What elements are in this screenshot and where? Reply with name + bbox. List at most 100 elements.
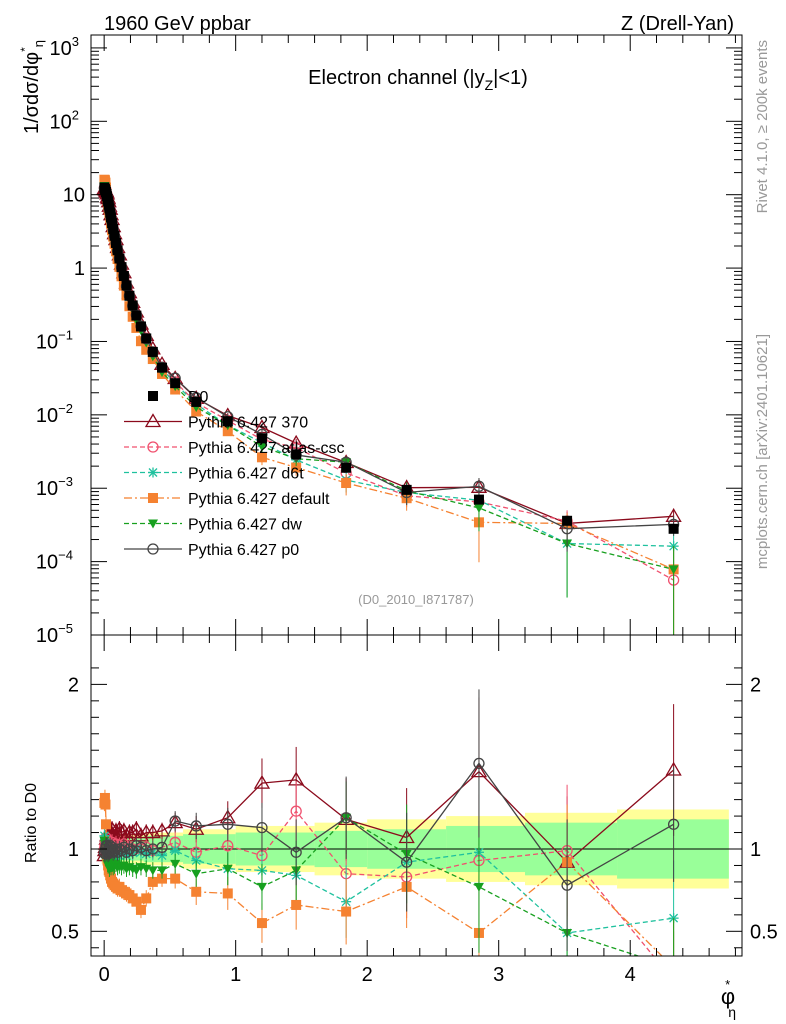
legend: D0 Pythia 6.427 370 Pythia 6.427 atlas-csc… — [124, 389, 345, 559]
upper-ytick-label: 103 — [50, 34, 79, 60]
ratio-point — [147, 876, 158, 887]
legend-entry-p370: Pythia 6.427 370 — [124, 413, 308, 432]
d0-point — [341, 462, 352, 473]
ratio-point — [256, 821, 268, 834]
ratio-point — [561, 879, 573, 891]
ratio-point — [473, 757, 485, 770]
ratio-point — [669, 963, 679, 973]
upper-series-atlas — [98, 181, 680, 635]
ratio-point — [131, 866, 142, 876]
legend-marker-def — [148, 493, 158, 503]
d0-point — [109, 230, 120, 241]
legend-entry-atlas: Pythia 6.427 atlas-csc — [124, 440, 345, 457]
legend-label-p0: Pythia 6.427 p0 — [188, 542, 299, 559]
legend-entry-d6t: Pythia 6.427 d6t — [124, 466, 304, 483]
d0-point — [110, 237, 121, 248]
upper-ylabel: 1/σdσ/dφ*η — [18, 40, 46, 134]
upper-series-p0 — [98, 182, 680, 552]
ratio-point — [669, 976, 679, 986]
ratio-point — [156, 841, 168, 854]
x-tick-label: 3 — [493, 964, 504, 986]
legend-marker-p0 — [147, 543, 159, 555]
d0-point — [147, 346, 158, 357]
legend-entry-p0: Pythia 6.427 p0 — [124, 542, 299, 559]
legend-marker-p370 — [144, 413, 162, 428]
d0-point — [256, 433, 267, 444]
upper-point — [473, 480, 485, 492]
ratio-point — [153, 822, 171, 837]
upper-point — [222, 426, 233, 437]
x-tick-label: 4 — [625, 964, 636, 986]
ratio-point — [131, 896, 142, 907]
legend-label-d0: D0 — [188, 389, 209, 406]
header-left: 1960 GeV ppbar — [104, 13, 251, 35]
legend-label-d6t: Pythia 6.427 d6t — [188, 466, 304, 483]
ratio-point — [191, 886, 202, 897]
ratio-series-d6t — [99, 778, 679, 956]
lower-ytick-label-right: 2 — [750, 674, 761, 696]
ratio-point — [290, 805, 302, 817]
ratio-point — [253, 774, 271, 789]
ratio-point — [667, 818, 680, 830]
x-tick-label: 2 — [362, 964, 373, 986]
upper-point — [341, 478, 352, 489]
legend-marker-atlas — [147, 441, 159, 453]
upper-line-dw — [103, 185, 674, 571]
legend-marker-d0 — [148, 391, 158, 401]
ratio-point — [169, 815, 181, 827]
upper-panel: 10−5 10−4 10−3 10−2 10−1 1 10 102 103 Electron c… — [18, 34, 743, 647]
ratio-point — [100, 819, 111, 830]
upper-point — [135, 336, 146, 347]
ratio-point — [290, 846, 302, 858]
ratio-point — [222, 818, 234, 830]
upper-title: Electron channel (|yZ|<1) — [308, 67, 528, 93]
d0-point — [107, 218, 118, 229]
d0-point — [112, 245, 123, 256]
ratio-point — [400, 856, 413, 868]
legend-entry-d0: D0 — [148, 389, 209, 406]
d0-point — [473, 494, 484, 505]
legend-entry-def: Pythia 6.427 default — [124, 491, 330, 508]
upper-ytick-label: 102 — [50, 107, 79, 133]
d0-point — [127, 300, 138, 311]
legend-label-dw: Pythia 6.427 dw — [188, 517, 302, 534]
ratio-point — [140, 844, 152, 857]
ratio-point — [135, 904, 146, 915]
upper-ytick-label: 10−2 — [36, 401, 73, 427]
ratio-point — [157, 866, 168, 876]
d0-point — [562, 515, 573, 526]
upper-series-dw — [99, 182, 679, 635]
d0-point — [118, 270, 129, 281]
ratio-point — [170, 873, 181, 884]
upper-point — [256, 442, 267, 452]
d0-point — [401, 484, 412, 495]
ratio-point — [144, 824, 161, 839]
d0-point — [141, 333, 152, 344]
ratio-point — [669, 964, 679, 973]
lower-frame — [90, 634, 743, 957]
legend-marker-d6t — [148, 467, 158, 478]
ratio-point — [190, 820, 202, 832]
legend-label-p370: Pythia 6.427 370 — [188, 415, 308, 432]
lower-ytick-label: 1 — [68, 839, 79, 861]
d0-point — [157, 362, 168, 373]
ratio-point — [120, 846, 133, 858]
upper-series-d0 — [99, 182, 679, 534]
ratio-point — [222, 864, 233, 874]
ratio-point — [100, 799, 111, 810]
legend-marker-dw — [148, 519, 158, 529]
x-axis-label: φ* η — [721, 977, 736, 1020]
upper-line-def — [103, 179, 674, 570]
x-tick-label: 1 — [230, 964, 241, 986]
header-right: Z (Drell-Yan) — [621, 13, 734, 35]
analysis-id: (D0_2010_I871787) — [358, 592, 474, 607]
ratio-point — [291, 899, 302, 910]
ratio-point — [222, 888, 233, 899]
upper-ytick-label: 10−5 — [36, 621, 73, 647]
d0-point — [191, 396, 202, 407]
upper-ytick-label: 1 — [74, 258, 85, 280]
legend-entry-dw: Pythia 6.427 dw — [124, 517, 302, 534]
lower-panel: 0.5 0.5 1 1 2 2 Ratio to D0 — [23, 634, 778, 986]
d0-point — [114, 253, 125, 264]
